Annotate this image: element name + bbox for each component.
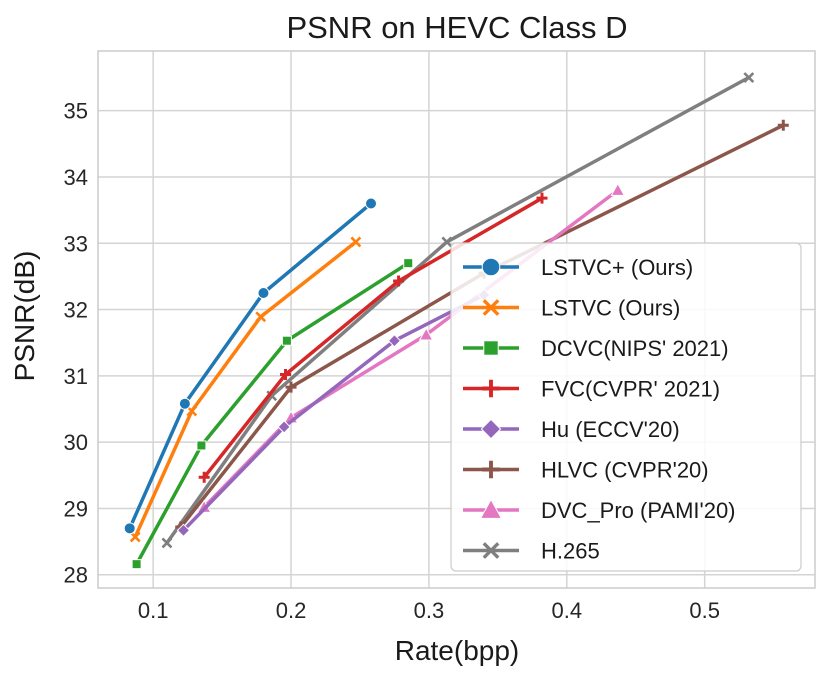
series-line — [127, 201, 373, 531]
data-point-marker — [483, 340, 499, 356]
data-point-marker — [610, 182, 626, 196]
legend-item: HLVC (CVPR'20) — [463, 458, 709, 483]
data-point-marker — [178, 397, 191, 410]
legend-label: DCVC(NIPS' 2021) — [541, 336, 729, 361]
series-line — [133, 240, 358, 539]
data-point-marker — [123, 522, 136, 535]
y-tick-label: 29 — [64, 496, 88, 521]
legend-label: Hu (ECCV'20) — [541, 417, 680, 442]
legend-item: FVC(CVPR' 2021) — [463, 377, 720, 402]
chart-title: PSNR on HEVC Class D — [286, 10, 627, 45]
data-point-marker — [176, 523, 191, 538]
x-tick-label: 0.5 — [689, 598, 720, 623]
legend-item: LSTVC (Ours) — [463, 296, 680, 321]
data-point-marker — [403, 258, 414, 269]
data-point-marker — [281, 335, 292, 346]
tick-labels: 0.1 0.2 0.3 0.4 0.5 28 29 30 31 32 33 34 35 — [64, 99, 720, 623]
y-tick-label: 31 — [64, 364, 88, 389]
data-point-marker — [129, 531, 141, 543]
x-tick-label: 0.1 — [138, 598, 169, 623]
data-point-marker — [255, 311, 267, 323]
data-point-marker — [196, 440, 207, 451]
legend-label: DVC_Pro (PAMI'20) — [541, 498, 736, 523]
y-tick-label: 33 — [64, 231, 88, 256]
data-point-marker — [280, 369, 292, 381]
series-lstvc-ours- — [123, 197, 378, 535]
data-point-marker — [481, 257, 501, 277]
legend-item: H.265 — [463, 539, 600, 564]
series-line — [165, 75, 751, 545]
data-point-marker — [482, 299, 500, 316]
legend-label: LSTVC (Ours) — [541, 296, 680, 321]
y-tick-label: 35 — [64, 99, 88, 124]
legend-item: Hu (ECCV'20) — [463, 417, 680, 442]
series-line — [202, 196, 544, 480]
legend-label: HLVC (CVPR'20) — [541, 458, 709, 483]
data-point-marker — [285, 381, 297, 393]
plot-frame — [97, 50, 816, 589]
data-point-marker — [536, 192, 548, 204]
y-tick-label: 28 — [64, 563, 88, 588]
data-point-marker — [482, 460, 500, 479]
data-point-marker — [482, 542, 500, 559]
data-point-marker — [257, 286, 270, 299]
series-line — [134, 261, 410, 566]
legend-item: LSTVC+ (Ours) — [463, 255, 693, 280]
legend-label: FVC(CVPR' 2021) — [541, 377, 720, 402]
data-point-marker — [161, 537, 173, 549]
x-tick-label: 0.3 — [414, 598, 445, 623]
x-tick-label: 0.4 — [552, 598, 583, 623]
data-point-marker — [393, 275, 405, 287]
data-point-marker — [479, 498, 503, 519]
y-axis-title: PSNR(dB) — [9, 251, 40, 382]
data-point-marker — [266, 390, 278, 402]
series-h-265 — [161, 72, 755, 549]
y-tick-label: 30 — [64, 430, 88, 455]
series-line — [178, 123, 786, 529]
data-point-marker — [482, 379, 500, 398]
data-point-marker — [480, 418, 502, 440]
legend-item: DVC_Pro (PAMI'20) — [463, 498, 736, 523]
data-point-marker — [277, 420, 291, 434]
series-fvc-cvpr-2021- — [198, 192, 548, 483]
data-point-marker — [198, 471, 210, 483]
legend-label: LSTVC+ (Ours) — [541, 255, 693, 280]
legend-label: H.265 — [541, 539, 600, 564]
series-dcvc-nips-2021- — [131, 258, 414, 570]
x-tick-label: 0.2 — [276, 598, 307, 623]
data-point-marker — [365, 197, 378, 210]
data-point-marker — [350, 236, 362, 248]
data-point-marker — [743, 72, 755, 83]
legend-item: DCVC(NIPS' 2021) — [463, 336, 729, 361]
series-line — [181, 293, 486, 533]
data-point-marker — [131, 559, 142, 570]
data-point-marker — [418, 327, 434, 341]
data-point-marker — [441, 236, 453, 248]
x-axis-title: Rate(bpp) — [395, 635, 520, 666]
legend-box — [450, 242, 802, 572]
data-point-marker — [387, 334, 402, 348]
data-point-marker — [777, 119, 789, 131]
y-tick-label: 32 — [64, 298, 88, 323]
y-tick-label: 34 — [64, 165, 88, 190]
legend: LSTVC+ (Ours) LSTVC (Ours) DCVC(NIPS' 2021… — [450, 242, 802, 572]
